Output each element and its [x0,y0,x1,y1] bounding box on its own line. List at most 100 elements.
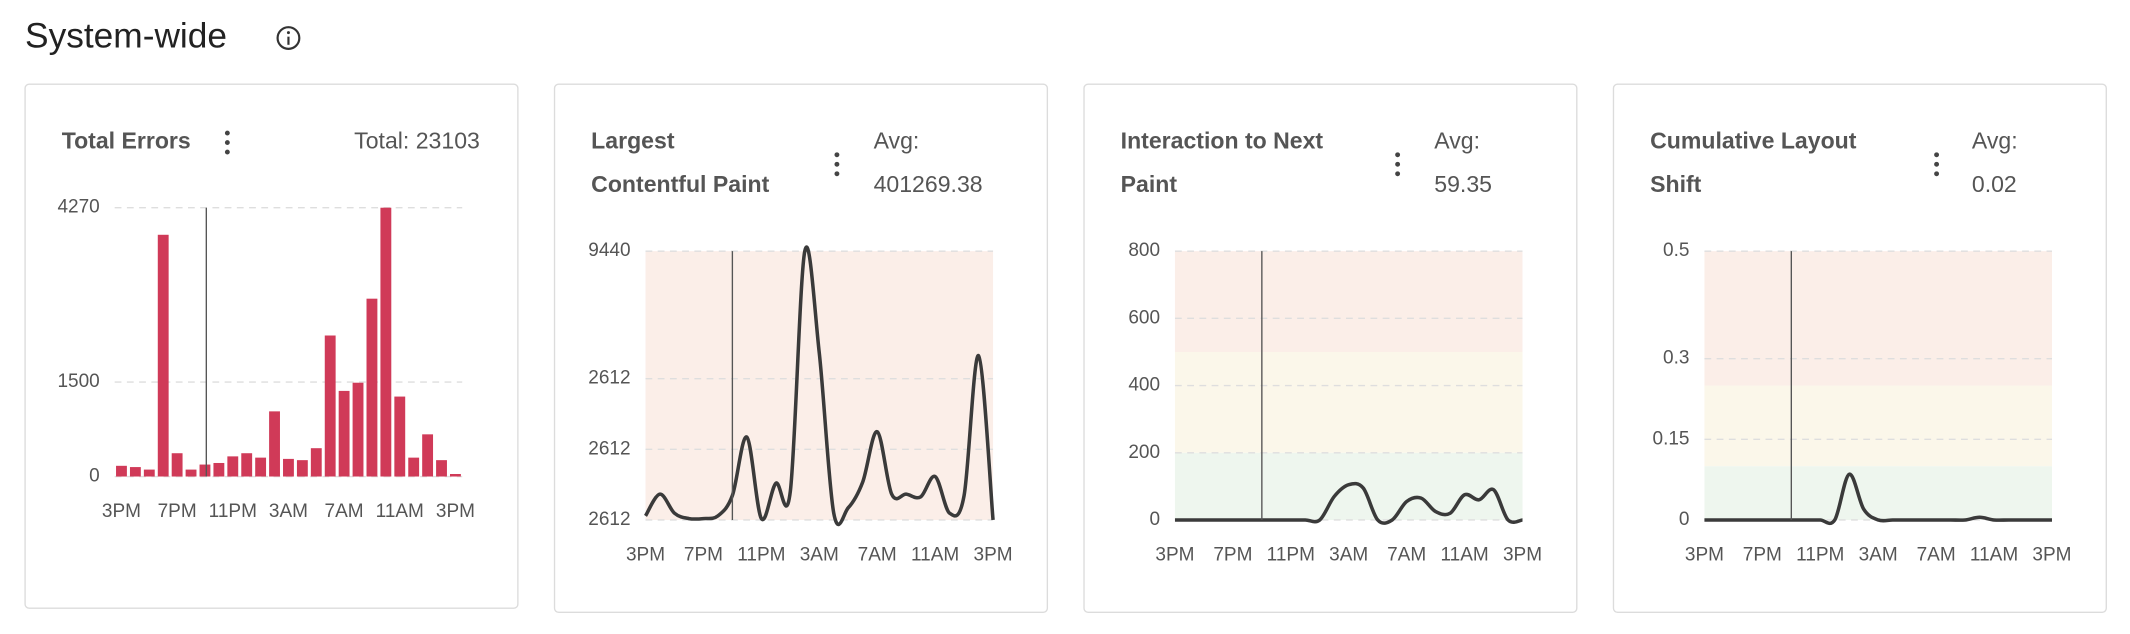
menu-dot [1934,161,1940,167]
card-title: Interaction to Next [1121,128,1324,154]
x-tick-label: 11PM [737,544,785,565]
bar [450,474,461,477]
threshold-band [1174,351,1523,453]
menu-dot [1395,171,1401,177]
bar [338,390,350,477]
bar [310,448,322,477]
y-tick-label: 2612 [588,368,630,389]
x-tick-label: 7AM [1917,544,1956,565]
x-tick-label: 11PM [1796,544,1844,565]
summary-label: Avg: [874,128,920,154]
menu-dot [1395,152,1401,158]
bar [394,396,406,477]
bar [436,460,447,477]
chart-card: Largest Contentful Paint Avg: 401269.38 2612… [553,83,1049,613]
bar [199,464,211,477]
x-tick-label: 3PM [2032,544,2071,565]
x-tick-label: 3PM [1155,544,1194,565]
menu-dot [1934,152,1940,158]
x-tick-label: 7AM [1387,544,1426,565]
y-tick-label: 0.3 [1663,348,1689,369]
card-title: Contentful Paint [591,171,769,197]
series-line [1174,481,1523,525]
menu-dot [224,149,230,155]
bar [227,456,239,477]
threshold-band [1174,251,1523,352]
bar [241,453,253,477]
summary-value: 59.35 [1434,171,1492,197]
bar [283,458,294,477]
bar [255,457,267,477]
bar [157,234,169,477]
bar [143,469,155,477]
bar [185,469,197,477]
bar [129,467,141,477]
y-tick-label: 2612 [588,509,630,530]
menu-button[interactable] [224,130,230,155]
y-tick-label: 4270 [57,197,99,218]
x-tick-label: 7AM [325,501,364,522]
menu-button[interactable] [1395,152,1401,177]
summary-label: Avg: [1434,128,1480,154]
threshold-band [1704,466,2052,520]
bar [296,460,308,477]
y-tick-label: 0 [1149,509,1160,530]
menu-dot [834,171,840,177]
y-tick-label: 200 [1128,442,1160,463]
menu-button[interactable] [1934,152,1940,177]
section-title: System-wide [25,16,227,55]
y-tick-label: 600 [1128,307,1160,328]
y-tick-label: 0 [89,466,100,487]
x-tick-label: 3PM [1685,544,1724,565]
x-tick-label: 11PM [1267,544,1315,565]
bar [380,207,392,477]
bar [408,457,420,477]
y-tick-label: 2612 [588,438,630,459]
threshold-band [1704,251,2052,386]
threshold-band [1704,385,2052,467]
x-tick-label: 11AM [1970,544,2018,565]
bar [422,434,434,477]
menu-button[interactable] [834,152,840,177]
card-title: Shift [1650,171,1702,197]
menu-dot [1395,161,1401,167]
menu-dot [224,130,230,136]
x-tick-label: 7PM [1743,544,1782,565]
menu-dot [834,161,840,167]
menu-dot [1934,171,1940,177]
x-tick-label: 3AM [1329,544,1368,565]
y-tick-label: 9440 [588,240,630,261]
chart-card: Total Errors Total: 23103 0 1500 4270 3PM 7PM 1… [24,83,519,609]
x-tick-label: 3PM [1503,544,1542,565]
y-tick-label: 0.5 [1663,240,1689,261]
summary-value: 401269.38 [874,171,983,197]
x-tick-label: 3PM [436,501,475,522]
x-tick-label: 3AM [800,544,839,565]
y-tick-label: 1500 [57,371,99,392]
bar [324,335,336,477]
card-frame [24,83,519,609]
card-title: Largest [591,128,675,154]
y-tick-label: 400 [1128,375,1160,396]
menu-dot [224,140,230,145]
info-icon[interactable] [276,26,301,50]
bar [213,462,225,477]
x-tick-label: 11PM [209,501,257,522]
x-tick-label: 7PM [684,544,723,565]
x-tick-label: 3AM [269,501,308,522]
x-tick-label: 7PM [158,501,197,522]
x-tick-label: 3AM [1859,544,1898,565]
menu-dot [834,152,840,158]
y-tick-label: 0.15 [1653,428,1690,449]
bar [116,465,127,477]
summary: Total: 23103 [354,128,480,154]
x-tick-label: 7AM [858,544,897,565]
summary-label: Avg: [1972,128,2018,154]
bar [366,298,378,477]
x-tick-label: 7PM [1213,544,1252,565]
x-tick-label: 11AM [911,544,959,565]
x-tick-label: 3PM [974,544,1013,565]
bar [171,453,183,477]
